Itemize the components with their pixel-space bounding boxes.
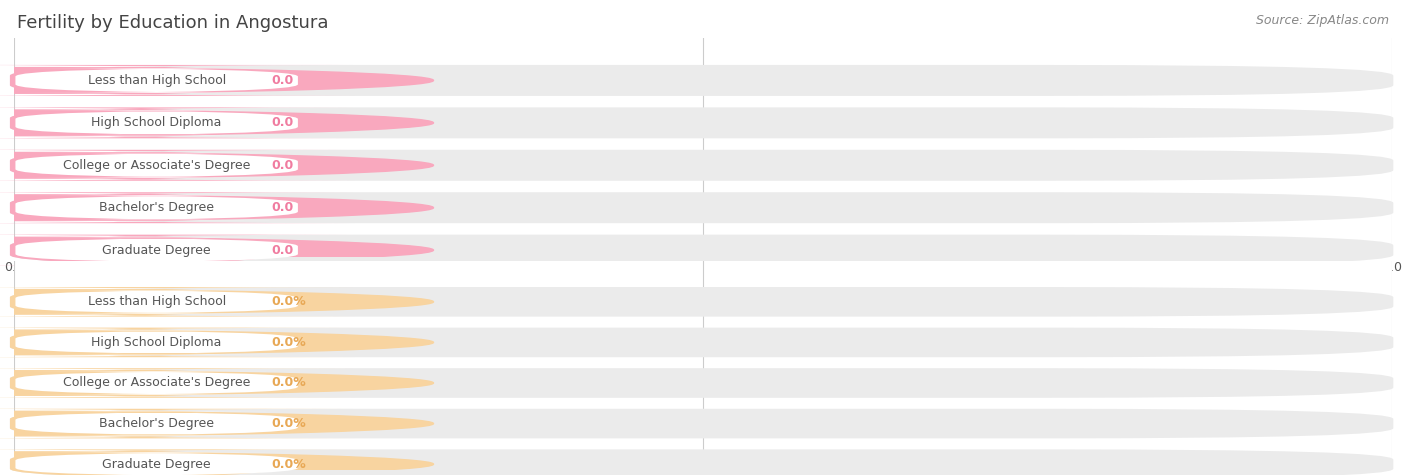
FancyBboxPatch shape (0, 287, 354, 317)
FancyBboxPatch shape (0, 65, 354, 96)
Text: 0.0: 0.0 (271, 201, 294, 214)
FancyBboxPatch shape (0, 449, 354, 475)
Text: 0.0%: 0.0% (271, 336, 307, 349)
Text: 0.0: 0.0 (271, 116, 294, 129)
FancyBboxPatch shape (10, 192, 1393, 223)
Circle shape (0, 110, 433, 136)
FancyBboxPatch shape (10, 235, 1393, 266)
Text: 0.0: 0.0 (271, 159, 294, 172)
FancyBboxPatch shape (10, 65, 1393, 96)
FancyBboxPatch shape (15, 331, 298, 354)
FancyBboxPatch shape (0, 192, 354, 223)
FancyBboxPatch shape (10, 287, 1393, 317)
FancyBboxPatch shape (10, 328, 1393, 357)
Text: Source: ZipAtlas.com: Source: ZipAtlas.com (1256, 14, 1389, 27)
FancyBboxPatch shape (15, 412, 298, 436)
FancyBboxPatch shape (0, 235, 354, 266)
Circle shape (0, 370, 433, 395)
Circle shape (0, 411, 433, 436)
Circle shape (0, 290, 433, 314)
FancyBboxPatch shape (0, 409, 354, 438)
Text: Bachelor's Degree: Bachelor's Degree (100, 201, 214, 214)
Text: 0.0: 0.0 (271, 74, 294, 87)
Text: 0.0%: 0.0% (271, 417, 307, 430)
FancyBboxPatch shape (15, 68, 298, 93)
Circle shape (0, 67, 433, 93)
Text: Less than High School: Less than High School (87, 74, 226, 87)
FancyBboxPatch shape (15, 238, 298, 263)
FancyBboxPatch shape (10, 368, 1393, 398)
FancyBboxPatch shape (15, 290, 298, 314)
Circle shape (0, 195, 433, 220)
Text: High School Diploma: High School Diploma (91, 336, 222, 349)
Circle shape (0, 330, 433, 355)
FancyBboxPatch shape (10, 449, 1393, 475)
Text: 0.0%: 0.0% (271, 295, 307, 308)
Text: Fertility by Education in Angostura: Fertility by Education in Angostura (17, 14, 329, 32)
Text: College or Associate's Degree: College or Associate's Degree (63, 377, 250, 389)
Text: High School Diploma: High School Diploma (91, 116, 222, 129)
FancyBboxPatch shape (15, 153, 298, 178)
FancyBboxPatch shape (0, 150, 354, 181)
Text: Graduate Degree: Graduate Degree (103, 244, 211, 256)
Circle shape (0, 452, 433, 475)
Text: Bachelor's Degree: Bachelor's Degree (100, 417, 214, 430)
FancyBboxPatch shape (10, 409, 1393, 438)
Circle shape (0, 238, 433, 263)
Text: Less than High School: Less than High School (87, 295, 226, 308)
FancyBboxPatch shape (0, 107, 354, 138)
FancyBboxPatch shape (10, 150, 1393, 181)
Text: 0.0%: 0.0% (271, 458, 307, 471)
FancyBboxPatch shape (0, 328, 354, 357)
Text: College or Associate's Degree: College or Associate's Degree (63, 159, 250, 172)
Text: 0.0: 0.0 (271, 244, 294, 256)
FancyBboxPatch shape (10, 107, 1393, 138)
FancyBboxPatch shape (15, 452, 298, 475)
Text: 0.0%: 0.0% (271, 377, 307, 389)
FancyBboxPatch shape (15, 371, 298, 395)
Circle shape (0, 152, 433, 178)
FancyBboxPatch shape (0, 368, 354, 398)
FancyBboxPatch shape (15, 195, 298, 220)
FancyBboxPatch shape (15, 110, 298, 135)
Text: Graduate Degree: Graduate Degree (103, 458, 211, 471)
